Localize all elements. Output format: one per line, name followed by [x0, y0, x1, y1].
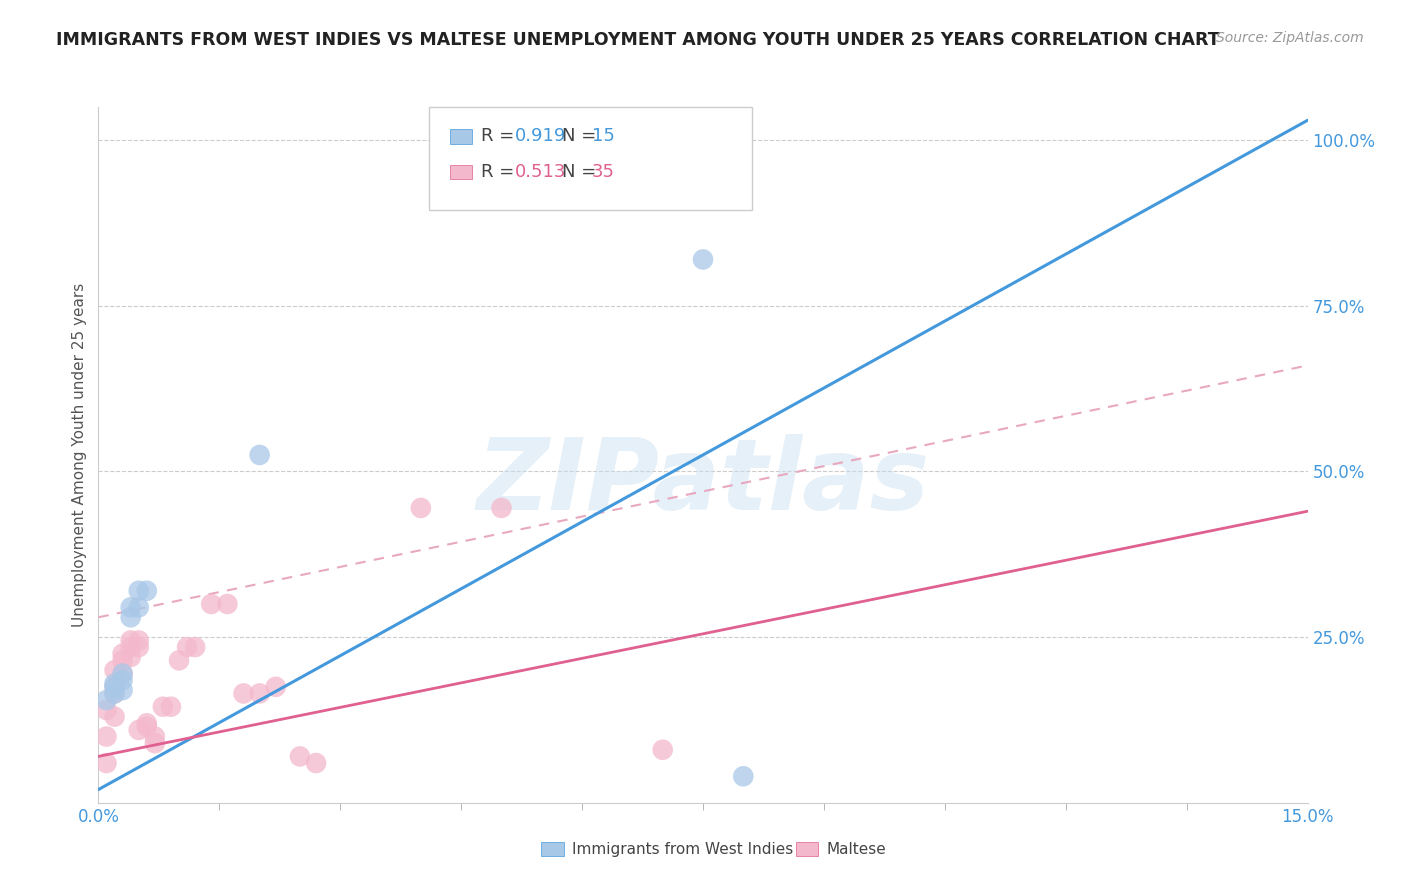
Point [96, 703, 118, 717]
Point [143, 736, 166, 750]
Point [692, 252, 714, 267]
Point [96, 756, 118, 770]
Text: 35: 35 [592, 163, 614, 181]
Point [111, 673, 134, 688]
Point [160, 699, 183, 714]
Text: R =: R = [481, 128, 520, 145]
Point [120, 650, 142, 665]
Text: N =: N = [562, 128, 602, 145]
Text: Source: ZipAtlas.com: Source: ZipAtlas.com [1216, 31, 1364, 45]
Point [135, 716, 157, 731]
Text: IMMIGRANTS FROM WEST INDIES VS MALTESE UNEMPLOYMENT AMONG YOUTH UNDER 25 YEARS C: IMMIGRANTS FROM WEST INDIES VS MALTESE U… [56, 31, 1220, 49]
Text: R =: R = [481, 163, 520, 181]
Text: N =: N = [562, 163, 602, 181]
Point [651, 743, 673, 757]
Point [103, 686, 125, 700]
Point [111, 666, 134, 681]
Text: Immigrants from West Indies: Immigrants from West Indies [572, 842, 793, 856]
Point [491, 500, 513, 515]
Point [103, 680, 125, 694]
Point [103, 686, 125, 700]
Point [103, 676, 125, 690]
Point [152, 699, 174, 714]
Point [128, 633, 150, 648]
Point [249, 686, 271, 700]
Text: 0.513: 0.513 [515, 163, 567, 181]
Text: Maltese: Maltese [827, 842, 886, 856]
Point [200, 597, 222, 611]
Point [288, 749, 311, 764]
Point [103, 709, 125, 723]
Point [111, 653, 134, 667]
Point [128, 600, 150, 615]
Point [120, 600, 142, 615]
Point [120, 633, 142, 648]
Point [733, 769, 755, 783]
Point [111, 666, 134, 681]
Text: ZIPatlas: ZIPatlas [477, 434, 929, 532]
Point [103, 680, 125, 694]
Point [128, 640, 150, 654]
Point [232, 686, 254, 700]
Text: 0.919: 0.919 [515, 128, 567, 145]
Point [305, 756, 328, 770]
Point [96, 693, 118, 707]
Point [143, 730, 166, 744]
Point [217, 597, 239, 611]
Point [135, 720, 157, 734]
Point [128, 723, 150, 737]
Point [96, 730, 118, 744]
Point [176, 640, 198, 654]
Y-axis label: Unemployment Among Youth under 25 years: Unemployment Among Youth under 25 years [72, 283, 87, 627]
Point [111, 647, 134, 661]
Point [167, 653, 190, 667]
Point [128, 583, 150, 598]
Point [409, 500, 432, 515]
Point [120, 640, 142, 654]
Point [135, 583, 157, 598]
Point [264, 680, 287, 694]
Point [249, 448, 271, 462]
Point [103, 663, 125, 677]
Point [120, 610, 142, 624]
Point [111, 683, 134, 698]
Point [184, 640, 207, 654]
Text: 15: 15 [592, 128, 614, 145]
